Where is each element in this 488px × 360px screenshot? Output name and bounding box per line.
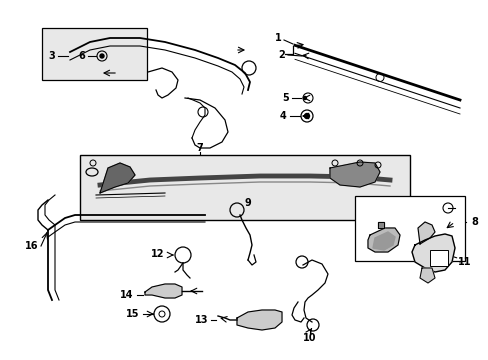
Bar bbox=[354, 196, 464, 261]
Polygon shape bbox=[377, 222, 383, 228]
Polygon shape bbox=[419, 268, 434, 283]
Polygon shape bbox=[145, 284, 182, 298]
Text: 15: 15 bbox=[126, 309, 140, 319]
Text: 10: 10 bbox=[303, 333, 316, 343]
Polygon shape bbox=[100, 163, 135, 193]
Text: 8: 8 bbox=[470, 217, 477, 227]
Text: 13: 13 bbox=[195, 315, 208, 325]
Polygon shape bbox=[329, 162, 379, 187]
Polygon shape bbox=[237, 310, 282, 330]
Circle shape bbox=[304, 113, 309, 118]
Text: 5: 5 bbox=[282, 93, 289, 103]
Polygon shape bbox=[417, 222, 434, 244]
Polygon shape bbox=[367, 228, 399, 252]
Bar bbox=[429, 250, 447, 266]
Polygon shape bbox=[411, 234, 454, 272]
Text: 3: 3 bbox=[48, 51, 55, 61]
Text: 6: 6 bbox=[79, 51, 85, 61]
Circle shape bbox=[100, 54, 104, 58]
Text: 1: 1 bbox=[274, 33, 281, 43]
Text: 9: 9 bbox=[244, 198, 251, 208]
Text: 16: 16 bbox=[25, 241, 39, 251]
Text: 12: 12 bbox=[151, 249, 164, 259]
Bar bbox=[42, 28, 147, 80]
Text: 7: 7 bbox=[196, 143, 203, 153]
Bar bbox=[80, 155, 409, 220]
Text: 4: 4 bbox=[279, 111, 286, 121]
Text: 14: 14 bbox=[120, 290, 134, 300]
Circle shape bbox=[303, 96, 306, 99]
Polygon shape bbox=[372, 232, 394, 250]
Text: 2: 2 bbox=[278, 50, 285, 60]
Text: 11: 11 bbox=[457, 257, 471, 267]
